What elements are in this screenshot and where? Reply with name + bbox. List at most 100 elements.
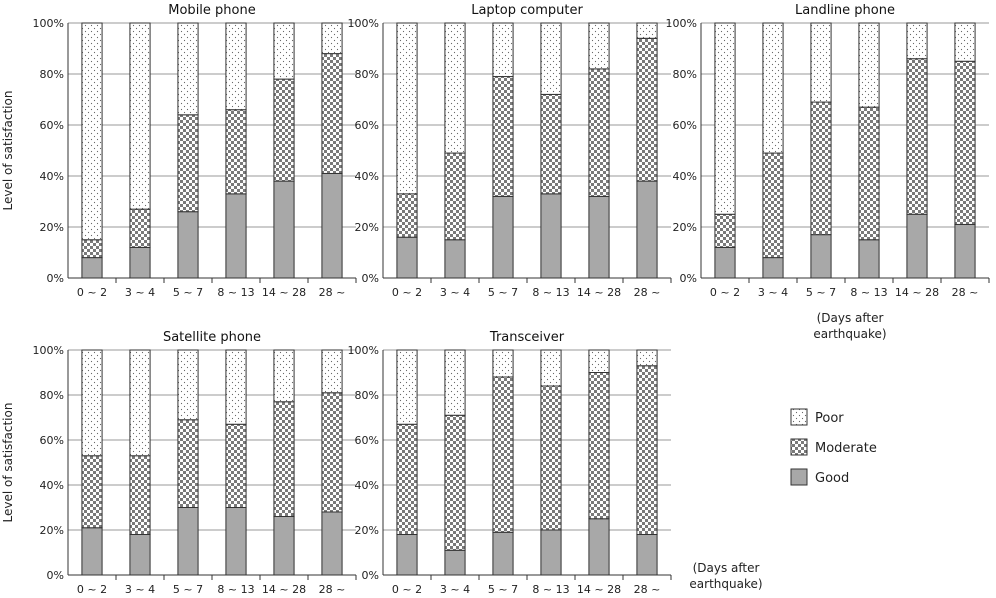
bar-segment-poor <box>273 349 295 403</box>
x-tick-label: 5 ~ 7 <box>173 583 203 596</box>
bar-segment-good <box>396 534 418 576</box>
bar-segment-moderate <box>396 423 418 535</box>
bar-segment-good <box>540 193 562 279</box>
bar-segment-poor <box>225 349 247 425</box>
y-tick-label: 40% <box>355 479 379 492</box>
bar-segment-good <box>81 527 103 576</box>
bar-segment-good <box>273 516 295 576</box>
bar-segment-moderate <box>81 239 103 259</box>
legend-label-moderate: Moderate <box>815 441 877 456</box>
bar-segment-moderate <box>273 401 295 517</box>
chart-title: Mobile phone <box>168 3 255 18</box>
bar-segment-good <box>396 236 418 279</box>
bar-segment-poor <box>129 349 151 457</box>
x-tick-label: 28 ~ <box>319 583 346 596</box>
bar-segment-moderate <box>540 93 562 195</box>
y-tick-label: 100% <box>33 344 64 357</box>
y-tick-label: 40% <box>40 170 64 183</box>
legend-label-poor: Poor <box>815 411 844 426</box>
x-tick-label: 3 ~ 4 <box>440 286 470 299</box>
bar-segment-poor <box>636 22 658 39</box>
bar-segment-good <box>129 534 151 576</box>
chart-title: Laptop computer <box>471 3 583 18</box>
y-tick-label: 60% <box>355 119 379 132</box>
y-tick-label: 0% <box>362 272 379 285</box>
bar-segment-moderate <box>636 365 658 535</box>
bar-segment-good <box>588 518 610 576</box>
bar-segment-moderate <box>588 372 610 520</box>
bar-segment-moderate <box>225 109 247 195</box>
bar-segment-poor <box>858 22 880 108</box>
x-tick-label: 0 ~ 2 <box>710 286 740 299</box>
bar-segment-moderate <box>444 414 466 551</box>
panel-landline-phone: 0% 20% 40% 60% 80% 100% Landline phone 0 ~ 2 3 ~… <box>666 3 990 299</box>
y-axis-title: Level of satisfaction <box>1 403 15 523</box>
bar-segment-good <box>321 172 343 279</box>
bar-segment-moderate <box>273 78 295 182</box>
bar-segment-good <box>636 180 658 279</box>
bar-segment-good <box>540 529 562 576</box>
legend-swatch-good <box>790 468 808 486</box>
bar-segment-good <box>588 195 610 279</box>
bar-segment-poor <box>492 22 514 78</box>
x-tick-label: 0 ~ 2 <box>77 286 107 299</box>
bar-segment-good <box>225 507 247 576</box>
bar-segment-good <box>177 507 199 576</box>
chart-title: Satellite phone <box>163 330 261 345</box>
bar-segment-moderate <box>762 152 784 259</box>
bar-segment-moderate <box>492 376 514 533</box>
y-tick-label: 0% <box>680 272 697 285</box>
bar-segment-moderate <box>129 455 151 535</box>
x-tick-label: 0 ~ 2 <box>392 286 422 299</box>
bar-segment-moderate <box>636 37 658 182</box>
x-tick-label: 14 ~ 28 <box>262 583 306 596</box>
bar-segment-poor <box>588 349 610 373</box>
bar-segment-poor <box>906 22 928 60</box>
bar-segment-good <box>954 223 976 279</box>
bar-segment-moderate <box>906 58 928 215</box>
x-tick-label: 14 ~ 28 <box>577 286 621 299</box>
bar-segment-poor <box>81 22 103 241</box>
bar-segment-moderate <box>858 106 880 241</box>
bar-segment-moderate <box>540 385 562 531</box>
x-tick-label: 14 ~ 28 <box>895 286 939 299</box>
x-tick-label: 5 ~ 7 <box>806 286 836 299</box>
y-tick-label: 80% <box>355 68 379 81</box>
bar-segment-good <box>225 193 247 279</box>
legend-label-good: Good <box>815 471 849 486</box>
y-tick-label: 80% <box>673 68 697 81</box>
bar-segment-good <box>636 534 658 576</box>
x-tick-label: 5 ~ 7 <box>488 286 518 299</box>
bar-segment-poor <box>321 349 343 394</box>
bar-segment-good <box>714 246 736 279</box>
bar-segment-poor <box>177 349 199 421</box>
y-tick-label: 20% <box>40 524 64 537</box>
chart-title: Transceiver <box>489 330 565 345</box>
x-tick-label: 0 ~ 2 <box>392 583 422 596</box>
chart-title: Landline phone <box>795 3 895 18</box>
bar-segment-moderate <box>588 68 610 197</box>
chart-legend: Poor Moderate Good <box>790 408 877 486</box>
y-tick-label: 0% <box>362 569 379 582</box>
x-tick-label: 0 ~ 2 <box>77 583 107 596</box>
y-tick-label: 20% <box>355 524 379 537</box>
x-tick-label: 14 ~ 28 <box>262 286 306 299</box>
y-tick-label: 40% <box>355 170 379 183</box>
y-tick-label: 0% <box>47 569 64 582</box>
x-tick-label: 28 ~ <box>634 286 661 299</box>
bar-segment-moderate <box>81 455 103 529</box>
bar-segment-poor <box>810 22 832 103</box>
panel-satellite-phone: 0% 20% 40% 60% 80% 100% Satellite phone Level o… <box>1 330 357 596</box>
panel-laptop-computer: 0% 20% 40% 60% 80% 100% Laptop computer 0 ~ 2 3 … <box>348 3 672 299</box>
bar-segment-poor <box>129 22 151 210</box>
bar-segment-moderate <box>321 53 343 174</box>
bar-segment-poor <box>225 22 247 111</box>
bar-segment-poor <box>492 349 514 378</box>
x-tick-label: 8 ~ 13 <box>532 286 569 299</box>
bar-segment-poor <box>396 349 418 425</box>
y-tick-label: 60% <box>673 119 697 132</box>
x-tick-label: 3 ~ 4 <box>125 583 155 596</box>
bar-segment-poor <box>714 22 736 215</box>
bar-segment-good <box>906 213 928 279</box>
x-tick-label: 14 ~ 28 <box>577 583 621 596</box>
